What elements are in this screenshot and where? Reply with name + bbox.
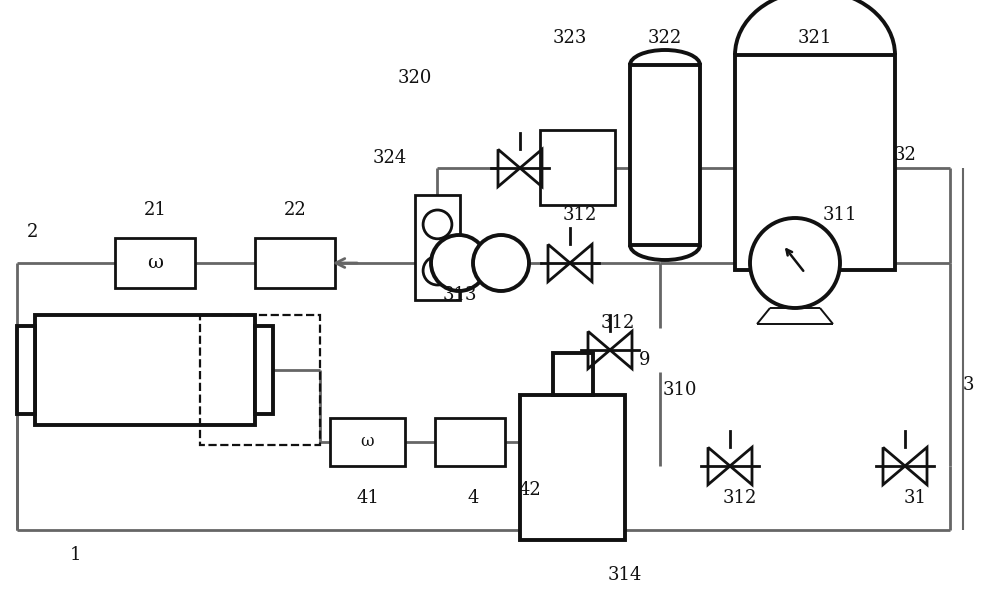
Text: 21: 21 [144,201,166,219]
Bar [255,326,273,414]
Circle shape [431,235,487,291]
Bar [520,395,625,540]
Bar [330,418,405,466]
Text: 3: 3 [962,376,974,394]
Text: 311: 311 [823,206,857,224]
Text: 22: 22 [284,201,306,219]
Text: 9: 9 [639,351,651,369]
Circle shape [750,218,840,308]
Bar [540,130,615,205]
Bar [630,65,700,245]
Bar [17,326,35,414]
Text: 312: 312 [723,489,757,507]
Bar [115,238,195,288]
Bar [435,418,505,466]
Text: 4: 4 [467,489,479,507]
Text: 314: 314 [608,566,642,584]
Text: 2: 2 [26,223,38,241]
Text: 310: 310 [663,381,697,399]
Text: 1: 1 [69,546,81,564]
Text: 321: 321 [798,29,832,47]
Text: 324: 324 [373,149,407,167]
Bar [552,353,592,395]
Text: 313: 313 [443,286,477,304]
Circle shape [473,235,529,291]
Bar [415,195,460,300]
Text: 322: 322 [648,29,682,47]
Text: 31: 31 [904,489,926,507]
Text: ω: ω [147,254,163,272]
Bar [255,238,335,288]
Bar [35,315,255,425]
Text: 312: 312 [563,206,597,224]
Text: ω: ω [361,434,374,450]
Bar [200,315,320,445]
Bar [735,55,895,270]
Text: 41: 41 [357,489,379,507]
Text: 42: 42 [519,481,541,499]
Text: 312: 312 [601,314,635,332]
Text: 32: 32 [894,146,916,164]
Text: 323: 323 [553,29,587,47]
Text: 320: 320 [398,69,432,87]
